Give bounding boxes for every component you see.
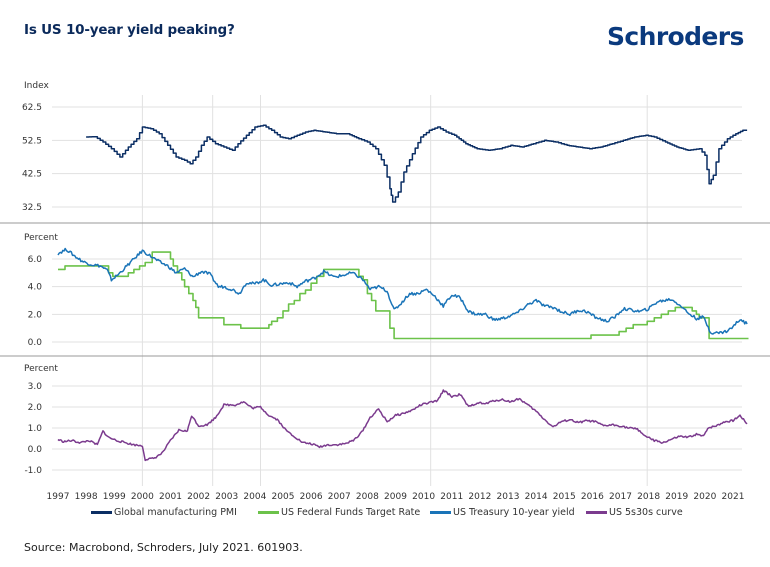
series-line-fed-funds xyxy=(58,251,749,340)
y-axis-unit-label: Percent xyxy=(24,233,58,243)
panel-separators xyxy=(0,222,770,357)
legend-label-fed-funds: US Federal Funds Target Rate xyxy=(281,507,421,518)
y-tick-label: 0.0 xyxy=(28,338,43,348)
x-tick-label: 1997 xyxy=(47,492,70,502)
legend-item-treasury-10y: US Treasury 10-year yield xyxy=(430,507,575,518)
vertical-marker-lines xyxy=(141,95,648,486)
series-line-treasury-10y xyxy=(57,247,748,335)
x-tick-label: 2009 xyxy=(384,492,407,502)
y-tick-label: 2.0 xyxy=(28,403,43,413)
x-tick-labels: 1997 1998 1999 2000 2001 2002 2003 2004 2005 2006… xyxy=(47,492,745,502)
x-tick-label: 2001 xyxy=(159,492,182,502)
x-tick-label: 2013 xyxy=(497,492,520,502)
y-tick-label: 3.0 xyxy=(28,382,43,392)
y-tick-label: -1.0 xyxy=(24,466,42,476)
legend-label-5s30s: US 5s30s curve xyxy=(609,507,683,518)
legend-label-pmi: Global manufacturing PMI xyxy=(114,507,237,518)
x-tick-label: 2012 xyxy=(468,492,491,502)
x-tick-label: 2006 xyxy=(300,492,323,502)
x-tick-label: 2011 xyxy=(440,492,463,502)
x-tick-label: 2008 xyxy=(356,492,379,502)
x-tick-label: 2019 xyxy=(665,492,688,502)
x-tick-label: 2014 xyxy=(525,492,548,502)
legend-swatch-treasury-10y xyxy=(430,511,451,514)
y-axis-unit-label: Index xyxy=(24,81,49,91)
legend-item-pmi: Global manufacturing PMI xyxy=(91,507,237,518)
x-tick-label: 2003 xyxy=(215,492,238,502)
legend-swatch-fed-funds xyxy=(258,511,279,514)
y-tick-label: 1.0 xyxy=(28,424,43,434)
x-tick-label: 2015 xyxy=(553,492,576,502)
schroders-logo: Schroders xyxy=(607,22,744,51)
y-tick-label: 62.5 xyxy=(22,103,42,113)
legend-item-5s30s: US 5s30s curve xyxy=(586,507,683,518)
x-tick-label: 2010 xyxy=(412,492,435,502)
x-tick-label: 2018 xyxy=(637,492,660,502)
x-tick-label: 2005 xyxy=(272,492,295,502)
x-tick-label: 2016 xyxy=(581,492,604,502)
x-tick-label: 2000 xyxy=(131,492,154,502)
x-tick-label: 2004 xyxy=(243,492,266,502)
legend-swatch-5s30s xyxy=(586,511,607,514)
gridlines xyxy=(52,106,742,471)
x-tick-label: 1998 xyxy=(75,492,98,502)
y-tick-label: 6.0 xyxy=(28,255,43,265)
x-tick-label: 1999 xyxy=(103,492,126,502)
series-line-pmi xyxy=(86,124,748,203)
series-lines xyxy=(57,124,749,462)
x-tick-label: 2020 xyxy=(693,492,716,502)
legend-label-treasury-10y: US Treasury 10-year yield xyxy=(453,507,575,518)
y-tick-label: 4.0 xyxy=(28,283,43,293)
legend-item-fed-funds: US Federal Funds Target Rate xyxy=(258,507,420,518)
x-tick-label: 2021 xyxy=(722,492,745,502)
series-line-curve-5s30s xyxy=(57,389,748,462)
y-tick-labels: 62.5 52.5 42.5 32.5 6.0 4.0 2.0 0.0 3.0 2.0 1.0 0.0… xyxy=(22,103,42,476)
y-tick-label: 42.5 xyxy=(22,170,42,180)
legend-swatch-pmi xyxy=(91,511,112,514)
y-tick-label: 0.0 xyxy=(28,445,43,455)
unit-labels: Index Percent Percent xyxy=(24,81,58,374)
x-tick-label: 2007 xyxy=(328,492,351,502)
y-tick-label: 32.5 xyxy=(22,203,42,213)
x-tick-label: 2002 xyxy=(187,492,210,502)
y-tick-label: 52.5 xyxy=(22,136,42,146)
x-tick-label: 2017 xyxy=(609,492,632,502)
chart-title: Is US 10-year yield peaking? xyxy=(24,22,235,38)
y-axis-unit-label: Percent xyxy=(24,364,58,374)
y-tick-label: 2.0 xyxy=(28,310,43,320)
source-note: Source: Macrobond, Schroders, July 2021.… xyxy=(24,541,303,554)
